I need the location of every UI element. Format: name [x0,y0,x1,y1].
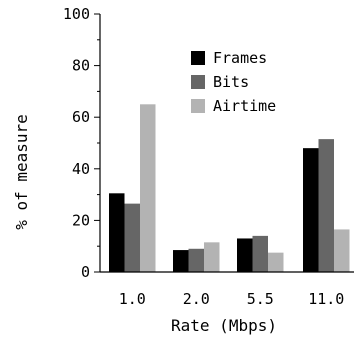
bar-airtime-11.0 [334,229,350,272]
y-tick-label: 60 [72,108,90,126]
bar-airtime-5.5 [268,252,284,272]
y-tick-label: 80 [72,57,90,75]
bar-frames-11.0 [303,148,319,272]
legend-label-bits: Bits [213,73,249,91]
legend-label-airtime: Airtime [213,97,276,115]
bar-airtime-1.0 [140,104,156,272]
bar-bits-2.0 [188,248,204,272]
x-tick-label-5.5: 5.5 [247,290,274,308]
bar-frames-2.0 [173,250,189,272]
bar-frames-1.0 [109,193,125,272]
y-tick-label: 0 [81,263,90,281]
y-tick-label: 20 [72,211,90,229]
x-tick-label-1.0: 1.0 [119,290,146,308]
bars-group [109,104,350,272]
legend-swatch-airtime [191,99,205,113]
y-tick-label: 40 [72,160,90,178]
bar-bits-5.5 [252,235,268,272]
legend-swatch-bits [191,75,205,89]
legend-swatch-frames [191,51,205,65]
x-axis-label: Rate (Mbps) [171,316,277,335]
legend: Frames Bits Airtime [191,49,276,115]
bar-airtime-2.0 [204,242,220,272]
bar-bits-1.0 [124,203,140,272]
legend-label-frames: Frames [213,49,267,67]
x-tick-label-11.0: 11.0 [308,290,344,308]
y-tick-label: 100 [63,5,90,23]
bar-frames-5.5 [237,238,253,272]
bar-bits-11.0 [318,139,334,272]
ticks-group: 0 20 40 60 80 100 1.0 2.0 5.5 11.0 [63,5,344,308]
x-tick-label-2.0: 2.0 [183,290,210,308]
y-axis-label: % of measure [12,114,31,230]
